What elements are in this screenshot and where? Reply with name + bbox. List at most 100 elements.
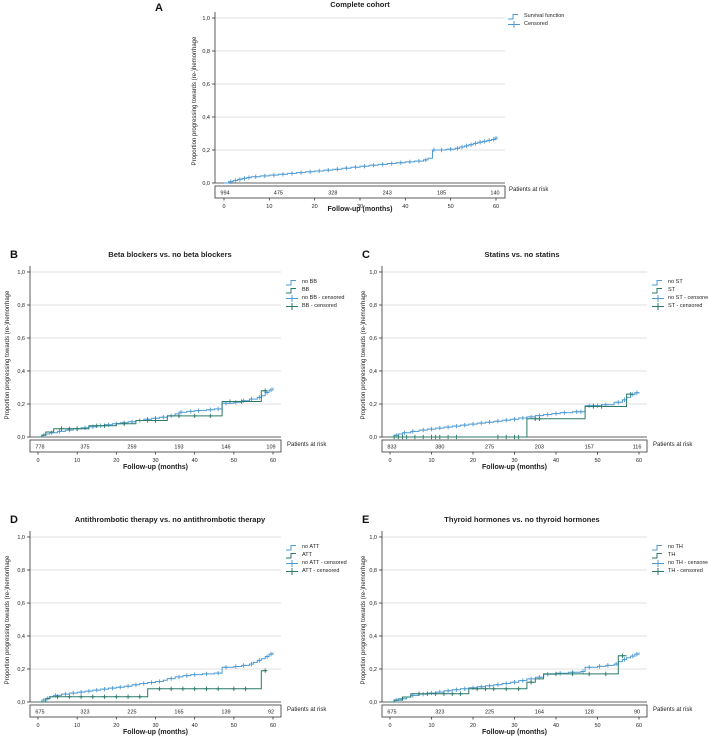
legend-entry-no-st-censored: no ST - censored	[651, 294, 708, 302]
panel-beta-blockers: B Beta blockers vs. no beta blockers Pro…	[0, 243, 353, 493]
x-tick-label: 10	[428, 723, 434, 729]
panel-complete-cohort: A Complete cohort Proportion progressing…	[150, 0, 620, 238]
step-line-icon	[652, 552, 662, 558]
at-risk-count: 90	[634, 710, 640, 716]
x-tick-label: 0	[36, 458, 39, 464]
panel-title: Statins vs. no statins	[484, 250, 560, 259]
y-tick-label: 0,2	[17, 667, 25, 673]
censored-plus-icon	[652, 567, 664, 575]
step-glyph	[286, 544, 296, 550]
panel-title: Complete cohort	[330, 0, 390, 9]
x-tick-label: 10	[74, 723, 80, 729]
y-tick-label: 0,4	[369, 369, 377, 375]
at-risk-count: 259	[127, 445, 136, 451]
legend-entry-no-th: no TH	[651, 543, 708, 551]
y-tick-label: 0,0	[369, 435, 377, 441]
at-risk-count: 375	[80, 445, 89, 451]
legend-entry-att-censored: ATT - censored	[285, 567, 347, 575]
at-risk-count: 116	[633, 445, 642, 451]
y-tick-label: 0,6	[369, 601, 377, 607]
y-tick-label: 0,0	[202, 181, 210, 187]
x-tick-label: 0	[388, 723, 391, 729]
legend-entry-no-bb-censored: no BB - censored	[285, 294, 345, 302]
at-risk-count: 675	[35, 710, 44, 716]
at-risk-count: 778	[35, 445, 44, 451]
step-line-icon	[286, 279, 296, 285]
km-plot: 1,0 0,8 0,6 0,4 0,2 0,0 778 375 259 193 146 109 0 10 2…	[17, 266, 282, 464]
y-tick-label: 0,4	[17, 369, 25, 375]
legend: Survival function Censored	[507, 12, 564, 28]
panel-antithrombotic: D Antithrombotic therapy vs. no antithro…	[0, 508, 353, 740]
patients-at-risk-box	[381, 439, 648, 453]
at-risk-count: 243	[383, 191, 392, 197]
legend-entry-no-st: no ST	[651, 278, 708, 286]
at-risk-count: 193	[174, 445, 183, 451]
km-plot: 1,0 0,8 0,6 0,4 0,2 0,0 994 475 328 243 185 140 0 10 2…	[202, 12, 506, 210]
patients-at-risk-label: Patients at risk	[287, 442, 327, 448]
panel-letter: A	[155, 2, 163, 14]
x-tick-label: 60	[636, 458, 642, 464]
at-risk-count: 380	[435, 445, 444, 451]
x-tick-label: 10	[74, 458, 80, 464]
survival-curve-no-st	[390, 392, 640, 438]
at-risk-count: 475	[274, 191, 283, 197]
censored-plus-icon	[508, 20, 520, 28]
y-tick-label: 1,0	[369, 270, 377, 276]
at-risk-count: 225	[485, 710, 494, 716]
legend-entry-th-censored: TH - censored	[651, 567, 708, 575]
x-axis-title: Follow-up (months)	[123, 464, 188, 471]
legend-entry-survival-function: Survival function	[507, 12, 564, 20]
x-tick-label: 60	[636, 723, 642, 729]
x-tick-label: 60	[270, 458, 276, 464]
legend-entry-bb: BB	[285, 286, 345, 294]
x-tick-label: 50	[594, 723, 600, 729]
y-tick-label: 1,0	[17, 270, 25, 276]
survival-curve-st	[390, 393, 631, 438]
x-tick-label: 30	[152, 723, 158, 729]
x-tick-label: 0	[36, 723, 39, 729]
y-tick-label: 0,4	[369, 634, 377, 640]
x-tick-label: 50	[594, 458, 600, 464]
y-tick-label: 0,4	[17, 634, 25, 640]
step-line-icon	[286, 552, 296, 558]
legend: no BB BB no BB - censored BB - censored	[285, 278, 345, 310]
patients-at-risk-label: Patients at risk	[509, 187, 549, 193]
panel-letter: B	[10, 249, 18, 261]
survival-curve-th	[390, 655, 627, 703]
x-tick-label: 30	[357, 204, 363, 210]
censored-plus-icon	[286, 559, 298, 567]
step-line-icon	[652, 279, 662, 285]
censored-plus-icon	[286, 302, 298, 310]
y-tick-label: 0,6	[202, 82, 210, 88]
y-tick-label: 1,0	[17, 535, 25, 541]
at-risk-count: 157	[585, 445, 594, 451]
legend-entry-bb-censored: BB - censored	[285, 302, 345, 310]
censored-plus-icon	[652, 559, 664, 567]
step-line-icon	[508, 13, 518, 19]
y-tick-label: 0,0	[369, 700, 377, 706]
x-tick-label: 40	[192, 723, 198, 729]
y-tick-label: 0,8	[17, 568, 25, 574]
at-risk-count: 128	[585, 710, 594, 716]
x-tick-label: 30	[511, 723, 517, 729]
km-plot: 1,0 0,8 0,6 0,4 0,2 0,0 675 323 225 164 128 90 0 10 20…	[369, 531, 648, 729]
legend-label: Censored	[524, 21, 548, 27]
censored-plus-icon	[652, 294, 664, 302]
at-risk-count: 92	[268, 710, 274, 716]
x-tick-label: 0	[222, 204, 225, 210]
legend-entry-st-censored: ST - censored	[651, 302, 708, 310]
at-risk-count: 225	[127, 710, 136, 716]
legend-label: ST	[668, 287, 676, 293]
at-risk-count: 140	[490, 191, 499, 197]
at-risk-count: 833	[387, 445, 396, 451]
panel-letter: E	[362, 514, 370, 526]
survival-curve-att	[38, 670, 268, 703]
y-tick-label: 0,6	[369, 336, 377, 342]
x-tick-label: 10	[266, 204, 272, 210]
step-line-icon	[652, 544, 662, 550]
patients-at-risk-label: Patients at risk	[287, 707, 327, 713]
legend-entry-st: ST	[651, 286, 708, 294]
at-risk-count: 165	[174, 710, 183, 716]
x-tick-label: 40	[402, 204, 408, 210]
